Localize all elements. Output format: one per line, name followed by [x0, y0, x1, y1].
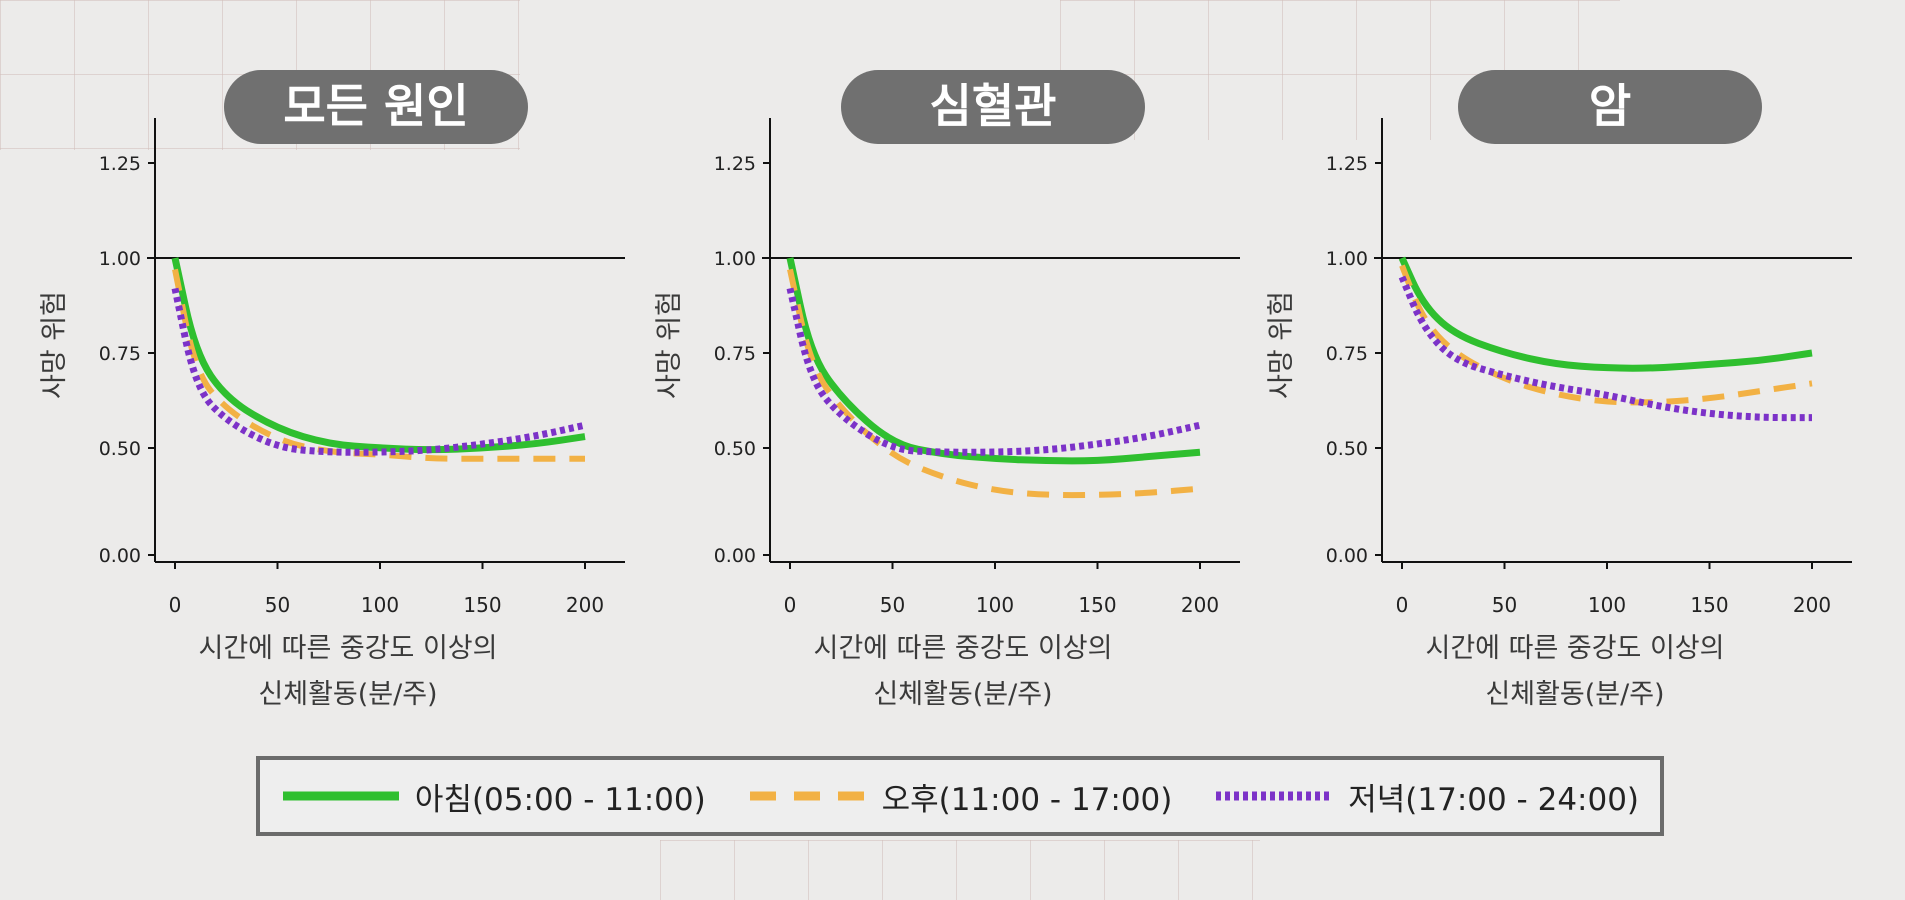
series-line-3	[786, 287, 1201, 456]
series-line-2	[172, 268, 585, 462]
panel-title: 심혈관	[930, 79, 1057, 133]
y-tick-label: 0.75	[1326, 343, 1368, 365]
legend-label-afternoon: 오후(11:00 - 17:00)	[881, 781, 1173, 818]
series-line-1	[786, 257, 1201, 465]
series-line-3	[171, 287, 586, 456]
x-axis-label: 시간에 따른 중강도 이상의	[814, 633, 1113, 664]
y-tick-label: 0.50	[99, 438, 141, 460]
legend-item-morning: 아침(05:00 - 11:00)	[281, 774, 706, 819]
x-tick-label: 50	[880, 593, 905, 617]
panel-title-pill	[841, 70, 1145, 144]
x-tick-label: 200	[566, 593, 604, 617]
y-tick-label: 0.00	[714, 545, 756, 567]
panel-title-pill	[1458, 70, 1762, 144]
chart-panel-2: 심혈관 0.00 0.50 0.75 1.00 1.25 0 50 100 150 200 사망 위험…	[654, 70, 1240, 710]
y-axis-label: 사망 위험	[654, 291, 685, 399]
background-grid-bottom	[660, 840, 1260, 900]
x-axis-label: 신체활동(분/주)	[873, 679, 1052, 710]
x-axis-label: 신체활동(분/주)	[1485, 679, 1664, 710]
panel-title: 암	[1589, 79, 1631, 133]
y-axis-label: 사망 위험	[39, 291, 70, 399]
x-axis-label: 신체활동(분/주)	[258, 679, 437, 710]
legend: 아침(05:00 - 11:00) 오후(11:00 - 17:00) 저녁(1…	[256, 756, 1664, 836]
x-tick-label: 50	[265, 593, 290, 617]
y-tick-label: 1.25	[99, 153, 141, 175]
charts-canvas: 모든 원인 0.00 0.50 0.75 1.00 1.25 0 50 100 150 200 사망 …	[39, 70, 1852, 710]
x-tick-label: 0	[169, 593, 182, 617]
legend-item-evening: 저녁(17:00 - 24:00)	[1214, 774, 1639, 819]
x-tick-label: 100	[976, 593, 1014, 617]
y-tick-label: 1.25	[714, 153, 756, 175]
y-tick-label: 0.50	[714, 438, 756, 460]
y-tick-label: 0.50	[1326, 438, 1368, 460]
x-tick-label: 150	[1690, 593, 1728, 617]
series-line-2	[787, 268, 1201, 499]
legend-swatch-afternoon	[749, 791, 866, 801]
series-line-2	[1399, 264, 1813, 406]
x-axis-label: 시간에 따른 중강도 이상의	[1426, 633, 1725, 664]
y-tick-label: 1.00	[714, 248, 756, 270]
y-tick-label: 1.00	[99, 248, 141, 270]
panel-title-pill	[224, 70, 528, 144]
y-tick-label: 0.00	[1326, 545, 1368, 567]
panel-title: 모든 원인	[283, 79, 468, 133]
y-tick-label: 1.00	[1326, 248, 1368, 270]
x-axis-label: 시간에 따른 중강도 이상의	[199, 633, 498, 664]
x-tick-label: 0	[784, 593, 797, 617]
y-tick-label: 0.75	[714, 343, 756, 365]
series-line-1	[171, 257, 586, 454]
x-tick-label: 150	[463, 593, 501, 617]
x-tick-label: 0	[1396, 593, 1409, 617]
legend-swatch-morning	[282, 791, 399, 801]
x-tick-label: 50	[1492, 593, 1517, 617]
x-tick-label: 150	[1078, 593, 1116, 617]
chart-panel-3: 암 0.00 0.50 0.75 1.00 1.25 0 50 100 150 200 사망 위험시간…	[1266, 70, 1852, 710]
legend-swatch-evening	[1216, 791, 1333, 801]
series-line-3	[1398, 275, 1812, 422]
series-line-1	[1398, 256, 1813, 372]
x-tick-label: 200	[1181, 593, 1219, 617]
y-tick-label: 0.75	[99, 343, 141, 365]
x-tick-label: 200	[1793, 593, 1831, 617]
y-axis-label: 사망 위험	[1266, 291, 1297, 399]
y-tick-label: 0.00	[99, 545, 141, 567]
x-tick-label: 100	[361, 593, 399, 617]
y-tick-label: 1.25	[1326, 153, 1368, 175]
legend-label-evening: 저녁(17:00 - 24:00)	[1348, 781, 1640, 818]
chart-panel-1: 모든 원인 0.00 0.50 0.75 1.00 1.25 0 50 100 150 200 사망 …	[39, 70, 625, 710]
legend-label-morning: 아침(05:00 - 11:00)	[414, 781, 706, 818]
legend-item-afternoon: 오후(11:00 - 17:00)	[748, 774, 1173, 819]
x-tick-label: 100	[1588, 593, 1626, 617]
